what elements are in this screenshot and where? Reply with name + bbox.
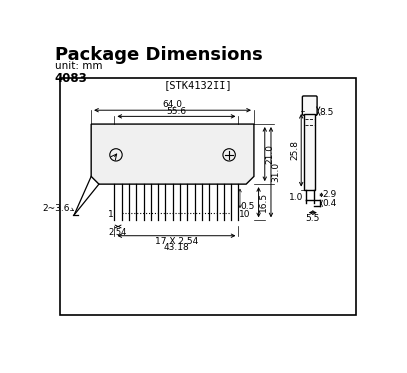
- Text: Package Dimensions: Package Dimensions: [55, 46, 263, 63]
- Circle shape: [110, 149, 122, 161]
- Bar: [60, 78, 356, 315]
- Text: 2~3.6: 2~3.6: [43, 204, 70, 213]
- FancyBboxPatch shape: [302, 96, 317, 115]
- Circle shape: [223, 149, 235, 161]
- Text: 55.6: 55.6: [166, 107, 186, 116]
- Text: 16.5: 16.5: [259, 192, 268, 212]
- Text: 0.5: 0.5: [241, 201, 255, 211]
- Text: 64.0: 64.0: [162, 100, 183, 109]
- Text: 8.5: 8.5: [320, 108, 334, 117]
- Bar: [304, 114, 315, 189]
- Polygon shape: [91, 124, 254, 184]
- Text: 25.8: 25.8: [291, 140, 300, 160]
- Text: [STK4132II]: [STK4132II]: [164, 80, 232, 90]
- Text: 2.9: 2.9: [322, 190, 336, 200]
- Text: 4083: 4083: [55, 72, 88, 85]
- Text: 5.5: 5.5: [306, 214, 320, 223]
- Text: 10: 10: [239, 210, 251, 219]
- Text: 17 X 2.54: 17 X 2.54: [155, 237, 198, 246]
- Text: 21.0: 21.0: [265, 144, 275, 164]
- Text: unit: mm: unit: mm: [55, 61, 102, 71]
- Text: 1: 1: [108, 210, 114, 219]
- Text: 43.18: 43.18: [164, 244, 189, 253]
- Text: 0.4: 0.4: [322, 199, 336, 208]
- Text: 2.54: 2.54: [109, 228, 127, 237]
- Text: 31.0: 31.0: [272, 162, 281, 182]
- Text: 1.0: 1.0: [289, 194, 304, 203]
